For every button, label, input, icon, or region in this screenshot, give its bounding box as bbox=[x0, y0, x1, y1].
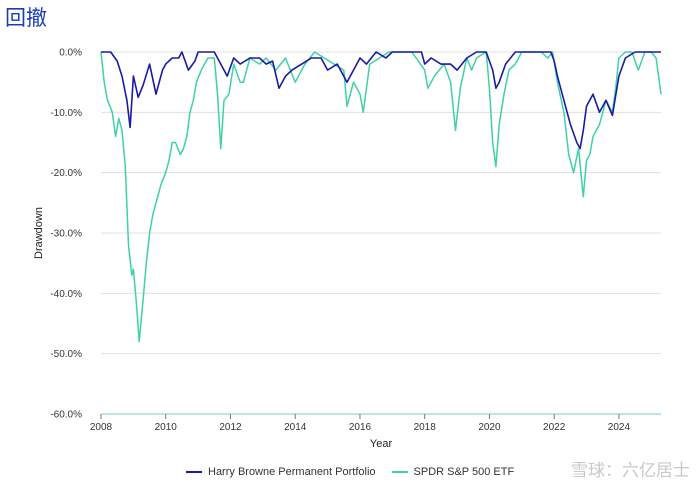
page-title: 回撤 bbox=[5, 6, 47, 30]
x-tick-label: 2024 bbox=[608, 422, 631, 433]
legend-label-spy: SPDR S&P 500 ETF bbox=[413, 466, 515, 478]
series-lines bbox=[100, 51, 662, 343]
x-tick-label: 2022 bbox=[543, 422, 566, 433]
y-tick-label: 0.0% bbox=[59, 48, 82, 59]
legend-label-hbpp: Harry Browne Permanent Portfolio bbox=[208, 466, 376, 478]
y-tick-label: -50.0% bbox=[50, 349, 82, 360]
y-tick-label: -20.0% bbox=[50, 168, 82, 179]
legend-swatch-spy bbox=[391, 471, 408, 473]
y-tick-label: -40.0% bbox=[50, 289, 82, 300]
x-tick-label: 2014 bbox=[284, 422, 307, 433]
x-tick-label: 2008 bbox=[90, 422, 113, 433]
watermark: 雪球：六亿居士 bbox=[571, 461, 690, 481]
grid-lines bbox=[101, 51, 661, 415]
legend-item-spy[interactable]: SPDR S&P 500 ETF bbox=[391, 466, 515, 478]
y-tick-label: -30.0% bbox=[50, 229, 82, 240]
spy-line bbox=[100, 51, 662, 343]
x-tick-label: 2012 bbox=[219, 422, 242, 433]
x-tick-label: 2018 bbox=[414, 422, 437, 433]
y-tick-label: -60.0% bbox=[50, 410, 82, 421]
x-tick-label: 2016 bbox=[349, 422, 372, 433]
x-tick-label: 2010 bbox=[155, 422, 178, 433]
hbpp-line bbox=[101, 51, 661, 150]
y-tick-label: -10.0% bbox=[50, 108, 82, 119]
legend-swatch-hbpp bbox=[186, 471, 202, 473]
x-axis-title: Year bbox=[370, 438, 393, 450]
y-axis-title: Drawdown bbox=[33, 207, 45, 259]
legend-item-hbpp[interactable]: Harry Browne Permanent Portfolio bbox=[186, 466, 376, 478]
x-tick-label: 2020 bbox=[478, 422, 501, 433]
axis-ticks: 0.0% -10.0% -20.0% -30.0% -40.0% -50.0% -60.0%… bbox=[50, 48, 630, 434]
chart-legend: Harry Browne Permanent Portfolio SPDR S&… bbox=[186, 466, 530, 478]
